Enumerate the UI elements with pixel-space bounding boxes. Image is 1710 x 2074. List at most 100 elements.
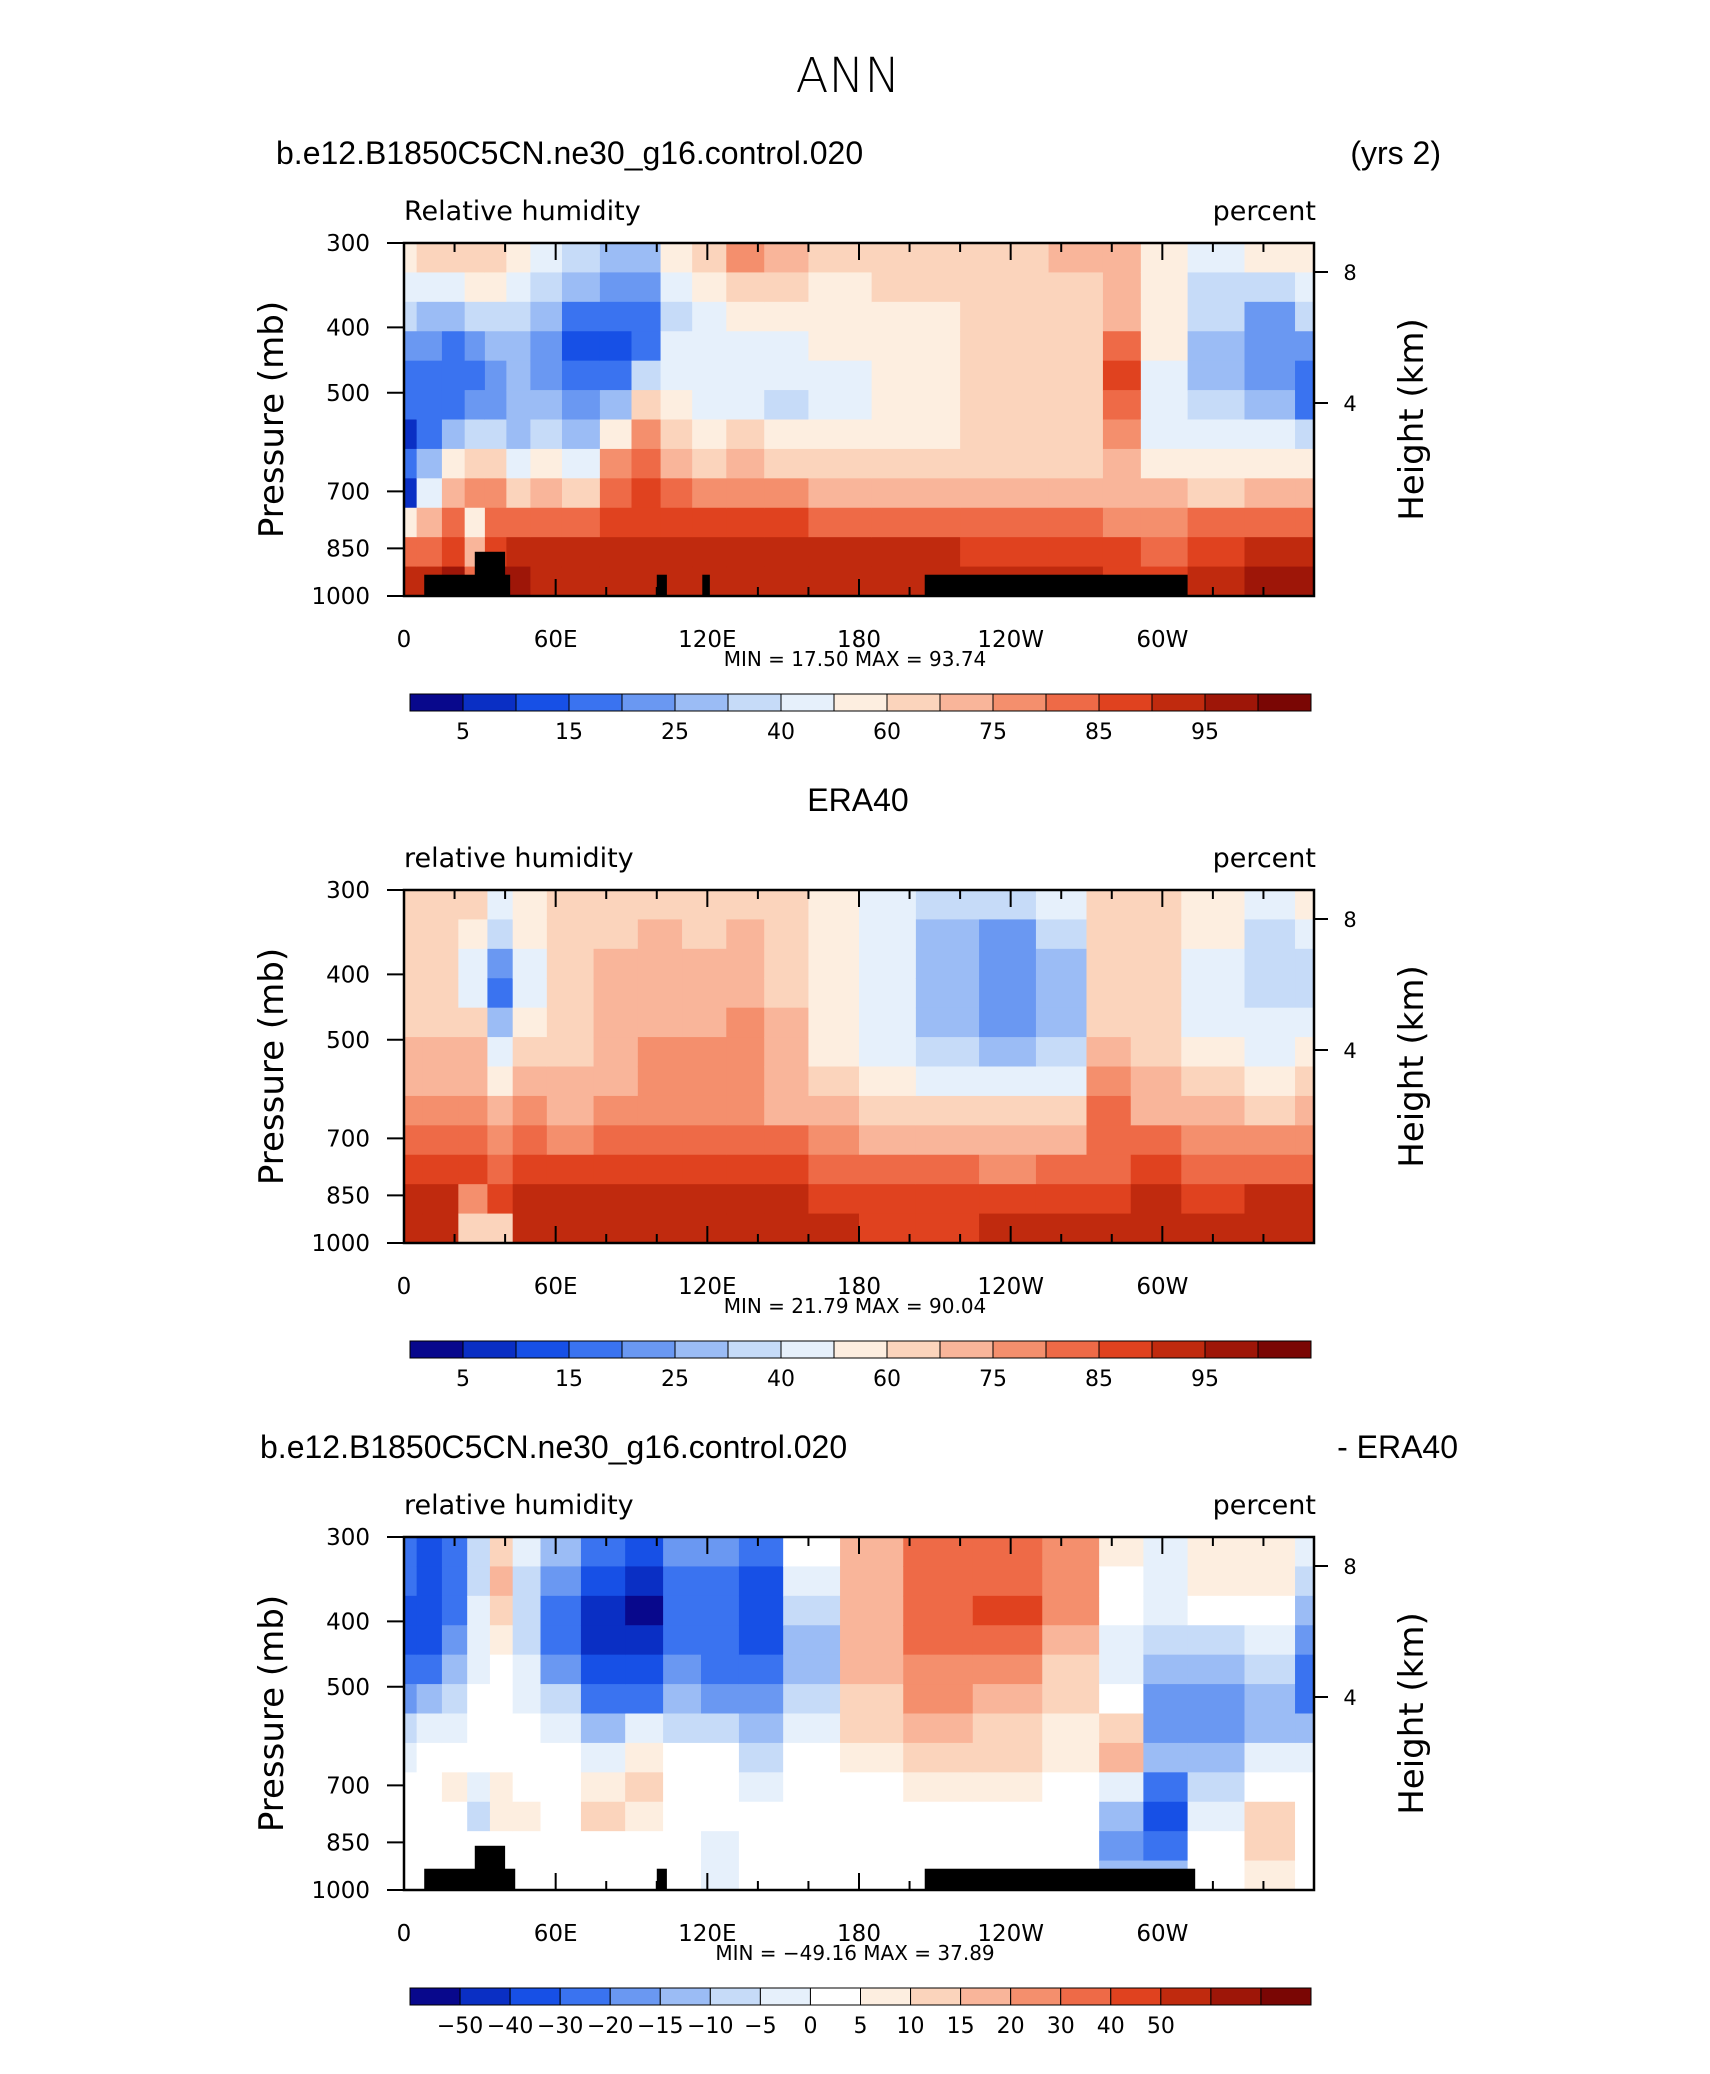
contour-cell [808,331,873,362]
contour-cell [530,419,563,450]
contour-cell [1086,1154,1132,1185]
contour-cell [738,1742,784,1773]
contour-cell [1143,1654,1189,1685]
contour-cell [972,1742,1043,1773]
contour-cell [625,1742,664,1773]
contour-cell [540,1713,582,1744]
contour-cell [404,978,424,1009]
contour-cell [871,478,961,509]
contour-cell [546,890,595,921]
contour-cell [663,1772,702,1803]
contour-cell [1130,1213,1182,1243]
contour-cell [561,566,601,596]
contour-cell [692,419,727,450]
contour-cell [1099,1684,1144,1715]
contour-cell [546,1066,595,1097]
contour-cell [859,948,917,979]
contour-cell [808,537,873,568]
contour-cell [859,978,917,1009]
contour-cell [637,919,683,950]
contour-cell [701,1742,740,1773]
contour-cell [512,1684,542,1715]
contour-cell [416,1625,443,1656]
contour-cell [960,448,1050,479]
contour-cell [1244,243,1296,274]
contour-cell [416,1831,443,1862]
contour-cell [458,890,489,921]
colorbar-label: −50 [437,2014,483,2039]
contour-cell [625,1801,664,1832]
topography-mask [474,1845,506,1890]
topography-mask [924,1868,1196,1890]
contour-cell [1181,978,1246,1009]
colorbar-swatch [1098,693,1153,712]
contour-cell [701,1625,740,1656]
contour-cell [467,1625,491,1656]
contour-cell [1102,390,1142,421]
contour-cell [960,272,1050,303]
contour-cell [682,1095,727,1126]
contour-cell [692,301,727,332]
contour-cell [441,537,466,568]
contour-cell [593,948,639,979]
contour-cell [1143,1742,1189,1773]
contour-cell [738,1713,784,1744]
contour-cell [404,1684,418,1715]
contour-cell [512,1537,542,1568]
contour-cell [1244,1007,1296,1038]
contour-cell [808,566,873,596]
contour-cell [1042,1801,1100,1832]
contour-cell [726,478,765,509]
contour-cell [871,419,961,450]
contour-cell [404,390,418,421]
contour-cell [625,1831,664,1862]
contour-cell [1035,1095,1088,1126]
contour-cell [1295,1625,1314,1656]
y-tick-label: 300 [326,878,370,904]
contour-cell [764,1095,810,1126]
contour-cell [1295,1713,1314,1744]
contour-cell [1295,448,1314,479]
colorbar-swatch [515,1340,570,1359]
contour-cell [903,1801,974,1832]
contour-cell [441,360,466,391]
contour-cell [1143,1537,1189,1568]
contour-cell [422,1125,459,1156]
y2-axis-label: Height (km) [1392,318,1432,521]
contour-cell [1048,507,1104,538]
contour-cell [979,1037,1037,1068]
contour-cell [1244,948,1296,979]
contour-cell [979,890,1037,921]
y2-tick-label: 4 [1343,392,1356,416]
contour-cell [1187,360,1246,391]
y-tick-label: 400 [326,962,370,988]
contour-cell [441,419,466,450]
contour-cell [1130,1066,1182,1097]
contour-cell [1187,301,1246,332]
contour-cell [808,448,873,479]
contour-cell [540,1772,582,1803]
contour-cell [441,243,466,274]
contour-cell [764,419,810,450]
y-tick-label: 500 [326,381,370,407]
contour-cell [1181,1066,1246,1097]
contour-cell [580,1772,626,1803]
contour-cell [871,537,961,568]
contour-cell [404,272,418,303]
contour-cell [1102,331,1142,362]
contour-cell [960,360,1050,391]
contour-cell [1140,243,1189,274]
contour-cell [903,1713,974,1744]
contour-cell [512,1654,542,1685]
contour-cell [915,1184,980,1215]
colorbar-label: 30 [1047,2014,1075,2039]
contour-cell [1042,1566,1100,1597]
contour-cell [726,448,765,479]
contour-cell [416,419,443,450]
contour-cell [1048,331,1104,362]
y-axis-label: Pressure (mb) [252,1595,292,1832]
contour-cell [1295,1860,1314,1890]
contour-cell [404,1537,418,1568]
contour-cell [726,566,765,596]
contour-cell [441,1772,468,1803]
